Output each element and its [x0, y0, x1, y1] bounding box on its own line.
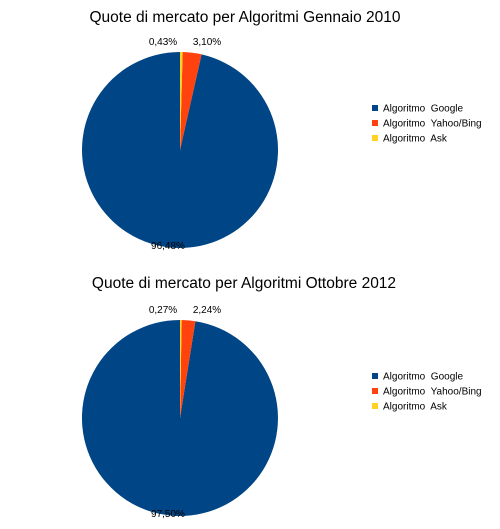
pie-chart-october-2012: Quote di mercato per Algoritmi Ottobre 2…	[0, 268, 500, 529]
legend-swatch	[372, 135, 378, 141]
pie-slice-google	[82, 52, 279, 249]
slice-percent-label: 96,48%	[151, 241, 185, 252]
slice-percent-label: 2,24%	[193, 305, 221, 316]
legend-label: Algoritmo Ask	[383, 134, 448, 145]
legend-label: Algoritmo Google	[383, 372, 463, 383]
legend-swatch	[372, 105, 378, 111]
slice-percent-label: 97,50%	[151, 509, 185, 520]
pie-slice-ask	[180, 52, 183, 150]
legend-label: Algoritmo Yahoo/Bing	[383, 119, 482, 130]
pie-chart-svg: Quote di mercato per Algoritmi Ottobre 2…	[81, 275, 482, 520]
legend-swatch	[372, 403, 378, 409]
chart-title: Quote di mercato per Algoritmi Ottobre 2…	[92, 275, 396, 292]
legend-label: Algoritmo Google	[383, 104, 463, 115]
legend-swatch	[372, 373, 378, 379]
pie-chart-svg: Quote di mercato per Algoritmi Gennaio 2…	[82, 9, 482, 252]
chart-title: Quote di mercato per Algoritmi Gennaio 2…	[89, 9, 400, 26]
pie-slice-yahoo-bing	[180, 52, 202, 150]
pie-slice-ask	[180, 319, 182, 418]
pie-chart-january-2010: Quote di mercato per Algoritmi Gennaio 2…	[0, 0, 500, 261]
pie-slice-yahoo-bing	[180, 320, 196, 418]
legend-swatch	[372, 120, 378, 126]
legend-swatch	[372, 388, 378, 394]
slice-percent-label: 0,43%	[149, 37, 177, 48]
slice-percent-label: 3,10%	[193, 37, 221, 48]
legend-label: Algoritmo Yahoo/Bing	[383, 387, 482, 398]
pie-slice-google	[81, 320, 278, 516]
slice-percent-label: 0,27%	[149, 305, 177, 316]
legend-label: Algoritmo Ask	[383, 402, 448, 413]
